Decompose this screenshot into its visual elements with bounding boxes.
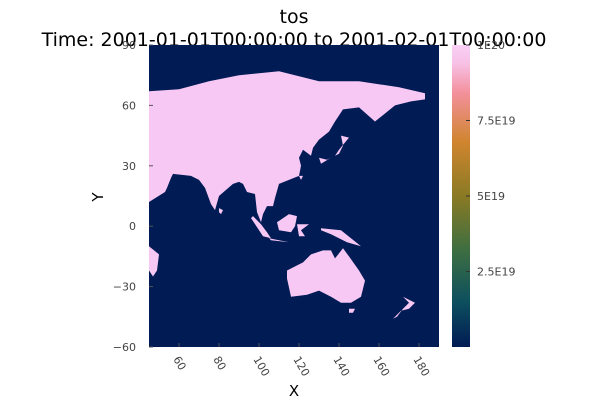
- land-region: [349, 308, 355, 313]
- land-region: [319, 135, 349, 164]
- land-region: [393, 296, 415, 319]
- x-tick-label: 120: [290, 354, 312, 379]
- x-tick-label: 180: [410, 354, 432, 379]
- land-region: [321, 228, 361, 247]
- colorbar-tick-label: 5E19: [477, 190, 505, 203]
- land-region: [269, 238, 289, 243]
- land-region: [219, 208, 223, 215]
- x-tick-label: 160: [370, 354, 392, 379]
- y-tick-label: −30: [113, 281, 136, 294]
- land-region: [277, 214, 297, 233]
- x-axis-ticks: 60 80 100 120 140 160 180: [170, 343, 432, 379]
- colorbar-tick-label: 1E20: [477, 39, 505, 52]
- chart-title: tos: [280, 6, 309, 28]
- y-axis-ticks: −60 −30 0 30 60 90: [113, 39, 153, 354]
- colorbar-tick-label: 7.5E19: [477, 115, 515, 128]
- x-tick-label: 140: [330, 354, 352, 379]
- land-region: [149, 256, 157, 267]
- land-layer: [149, 71, 425, 319]
- y-tick-label: 0: [129, 220, 136, 233]
- land-region: [149, 71, 425, 223]
- colorbar-tick-label: 2.5E19: [477, 266, 515, 279]
- x-tick-label: 60: [170, 354, 188, 373]
- colorbar: [452, 45, 470, 347]
- x-axis-label: X: [289, 382, 299, 400]
- land-region: [299, 175, 303, 180]
- x-tick-label: 100: [250, 354, 272, 379]
- land-region: [297, 224, 309, 237]
- y-tick-label: 90: [122, 39, 136, 52]
- y-tick-label: −60: [113, 341, 136, 354]
- colorbar-ticks: 2.5E19 5E19 7.5E19 1E20: [466, 39, 515, 279]
- y-axis-label: Y: [89, 192, 107, 203]
- land-region: [287, 248, 365, 303]
- y-tick-label: 30: [122, 160, 136, 173]
- y-tick-label: 60: [122, 99, 136, 112]
- land-region: [251, 216, 271, 239]
- x-tick-label: 80: [210, 354, 228, 373]
